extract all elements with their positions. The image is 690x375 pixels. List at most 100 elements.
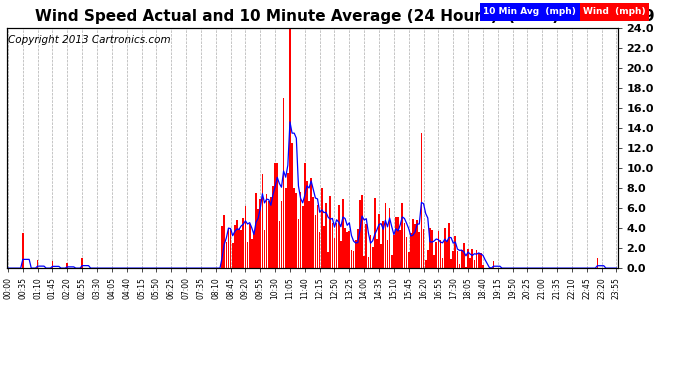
Bar — [344, 228, 346, 268]
Bar — [264, 230, 266, 268]
Bar — [313, 197, 314, 268]
Bar — [285, 188, 286, 268]
Bar — [477, 252, 480, 268]
Bar — [336, 222, 337, 268]
Bar — [310, 178, 312, 268]
Bar — [317, 205, 318, 268]
Bar — [297, 219, 299, 268]
Bar — [253, 232, 255, 268]
Bar — [429, 228, 431, 268]
Bar — [421, 133, 422, 268]
Bar — [240, 230, 242, 268]
Bar — [327, 252, 329, 268]
Bar — [287, 173, 288, 268]
Bar — [304, 163, 306, 268]
Bar — [376, 239, 377, 268]
Bar — [423, 229, 424, 268]
Bar — [329, 196, 331, 268]
Bar — [353, 251, 355, 268]
Bar — [255, 193, 257, 268]
Bar — [453, 251, 454, 268]
Bar — [433, 255, 435, 268]
Bar — [323, 226, 325, 268]
Bar — [66, 263, 68, 268]
Bar — [247, 242, 248, 268]
Bar — [315, 215, 316, 268]
Bar — [457, 251, 458, 268]
Bar — [425, 260, 426, 268]
Bar — [469, 258, 471, 268]
Bar — [331, 223, 333, 268]
Bar — [302, 206, 304, 268]
Bar — [493, 261, 494, 268]
Bar — [459, 264, 460, 268]
Text: Wind Speed Actual and 10 Minute Average (24 Hours)  (New)  20131029: Wind Speed Actual and 10 Minute Average … — [35, 9, 655, 24]
Bar — [321, 188, 323, 268]
Bar — [427, 251, 428, 268]
Bar — [274, 163, 276, 268]
Bar — [388, 209, 391, 268]
Bar — [370, 236, 371, 268]
Bar — [446, 241, 448, 268]
Bar — [346, 232, 348, 268]
Bar — [406, 237, 407, 268]
Bar — [448, 223, 450, 268]
Bar — [482, 265, 484, 268]
Bar — [289, 28, 290, 268]
Bar — [228, 229, 229, 268]
Bar — [351, 250, 353, 268]
Text: Wind  (mph): Wind (mph) — [583, 7, 645, 16]
Bar — [340, 241, 342, 268]
Bar — [384, 203, 386, 268]
Bar — [395, 217, 397, 268]
Bar — [281, 201, 282, 268]
Bar — [418, 232, 420, 268]
Bar — [475, 251, 477, 268]
Bar — [374, 198, 375, 268]
Bar — [471, 249, 473, 268]
Bar — [480, 253, 482, 268]
Bar — [473, 260, 475, 268]
Bar — [259, 200, 261, 268]
Bar — [455, 236, 456, 268]
Bar — [378, 214, 380, 268]
Bar — [366, 224, 367, 268]
Bar — [391, 255, 393, 268]
Bar — [266, 194, 268, 268]
Bar — [308, 201, 310, 268]
Bar — [306, 182, 308, 268]
Bar — [293, 188, 295, 268]
Bar — [597, 258, 598, 268]
Bar — [416, 220, 418, 268]
Bar — [408, 252, 410, 268]
Bar — [355, 240, 357, 268]
Bar — [338, 206, 339, 268]
Bar — [402, 203, 403, 268]
Bar — [444, 228, 446, 268]
Bar — [410, 233, 412, 268]
Bar — [22, 233, 23, 268]
Bar — [461, 250, 462, 268]
Bar — [251, 239, 253, 268]
Bar — [414, 224, 416, 268]
Bar — [348, 231, 351, 268]
Bar — [270, 197, 272, 268]
Bar — [234, 225, 236, 268]
Bar — [465, 267, 467, 268]
Bar — [242, 218, 244, 268]
Bar — [224, 215, 225, 268]
Bar — [268, 201, 270, 268]
Bar — [238, 229, 240, 268]
Bar — [226, 242, 227, 268]
Bar — [357, 229, 359, 268]
Bar — [81, 258, 83, 268]
Bar — [244, 206, 246, 268]
Bar — [397, 217, 399, 268]
Bar — [386, 240, 388, 268]
Bar — [364, 256, 365, 268]
Bar — [37, 260, 39, 268]
Bar — [262, 174, 264, 268]
Bar — [393, 235, 395, 268]
Bar — [368, 257, 369, 268]
Bar — [463, 243, 464, 268]
